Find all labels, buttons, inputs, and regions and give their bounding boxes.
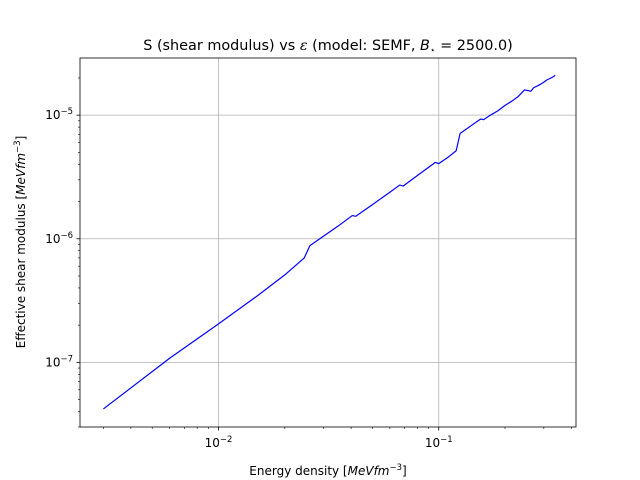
ticks [76,77,572,431]
x-tick-label: 10−1 [425,435,453,450]
chart-title: S (shear modulus) vs ε (model: SEMF, B⋆ … [143,38,513,56]
y-axis-label: Effective shear modulus [MeVfm−3] [13,136,28,349]
plot-frame [79,57,577,428]
y-tick-label: 10−6 [45,231,73,246]
series-layer [102,74,556,410]
y-tick-label: 10−7 [45,354,73,369]
tick-labels: 10−2 10−1 10−7 10−6 10−5 [45,107,452,450]
x-axis-label: Energy density [MeVfm−3] [249,463,406,478]
grid [80,58,576,427]
y-tick-label: 10−5 [45,107,73,122]
series-line [102,74,556,410]
x-tick-label: 10−2 [205,435,233,450]
